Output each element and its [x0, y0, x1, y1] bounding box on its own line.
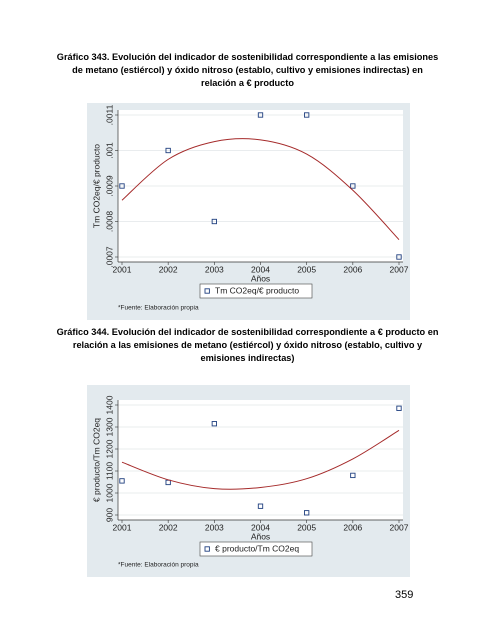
- legend-marker: [204, 288, 210, 294]
- page-number: 359: [395, 589, 414, 601]
- caption: Gráfico 344. Evolución del indicador de …: [56, 327, 439, 363]
- x-tick-label: 2001: [113, 264, 132, 274]
- y-tick-label: .0011: [104, 104, 114, 125]
- y-tick-label: 1400: [104, 395, 114, 414]
- x-tick-label: 2003: [205, 264, 224, 274]
- data-point: [211, 421, 217, 427]
- y-tick-label: 900: [104, 508, 114, 522]
- caption: Gráfico 343. Evolución del indicador de …: [56, 52, 439, 88]
- x-tick-label: 2003: [205, 522, 224, 532]
- x-tick-label: 2004: [251, 522, 270, 532]
- legend-box: [199, 541, 313, 557]
- x-tick-label: 2005: [297, 264, 316, 274]
- plot-area: [118, 400, 403, 520]
- x-tick-label: 2005: [297, 522, 316, 532]
- y-tick-label: 1100: [104, 462, 114, 481]
- legend-label: Tm CO2eq/€ producto: [215, 285, 299, 295]
- data-point: [396, 405, 402, 411]
- x-tick-label: 2002: [159, 522, 178, 532]
- y-tick-label: 1000: [104, 483, 114, 502]
- x-tick-label: 2006: [343, 264, 362, 274]
- x-tick-label: 2006: [343, 522, 362, 532]
- data-point: [257, 503, 264, 509]
- fit-line: [121, 138, 400, 240]
- x-tick-label: 2001: [113, 522, 132, 532]
- data-point: [165, 147, 171, 154]
- data-point: [211, 218, 217, 225]
- data-point: [350, 183, 356, 189]
- note: *Fuente: Elaboración propia: [118, 305, 199, 312]
- legend-marker: [204, 546, 210, 552]
- y-axis-label: Tm CO2eq/€ producto: [91, 144, 101, 228]
- data-point: [257, 112, 264, 118]
- y-tick-label: 1200: [104, 439, 114, 458]
- y-tick-label: 1300: [104, 417, 114, 436]
- y-tick-label: .0009: [104, 175, 114, 197]
- x-axis-label: Años: [251, 273, 270, 283]
- data-point: [304, 510, 310, 516]
- data-point: [119, 478, 125, 484]
- y-tick-label: .001: [104, 142, 114, 159]
- y-tick-label: .0008: [104, 211, 114, 233]
- y-axis-label: € producto/Tm CO2eq: [91, 418, 101, 502]
- x-tick-label: 2002: [159, 264, 178, 274]
- x-tick-label: 2007: [390, 522, 409, 532]
- x-tick-label: 2004: [251, 264, 270, 274]
- x-axis-label: Años: [251, 531, 270, 541]
- x-tick-label: 2007: [390, 264, 409, 274]
- data-point: [304, 112, 310, 118]
- legend-box: [199, 283, 313, 299]
- y-tick-label: .0007: [104, 246, 114, 268]
- data-point: [119, 183, 125, 189]
- legend-label: € producto/Tm CO2eq: [215, 543, 299, 553]
- fit-line: [121, 429, 400, 490]
- note: *Fuente: Elaboración propia: [118, 562, 199, 569]
- data-point: [350, 472, 356, 479]
- data-point: [396, 254, 402, 260]
